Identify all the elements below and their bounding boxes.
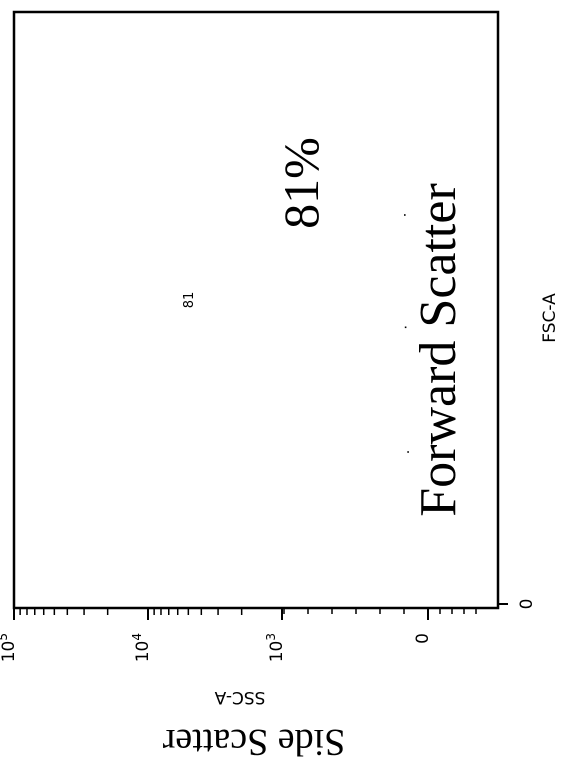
event-dot (407, 451, 409, 453)
y-axis-caption: Side Scatter (162, 721, 345, 763)
y-tick-label: 0 (413, 633, 433, 644)
gate-label-small: 81 (182, 292, 197, 309)
event-dot (404, 326, 407, 329)
event-dot (404, 214, 406, 216)
gate-label-large: 81% (273, 137, 329, 229)
y-tick-label: 105 (0, 633, 19, 662)
x-axis-caption: Forward Scatter (410, 183, 467, 517)
y-tick-label: 104 (130, 633, 153, 662)
event-dots (404, 214, 409, 453)
y-tick-label: 103 (264, 633, 287, 662)
x-axis-param: FSC-A (540, 293, 560, 343)
plot-frame (12, 10, 500, 610)
x-tick-label: 0 (517, 599, 537, 610)
y-axis-param: SSC-A (214, 687, 265, 707)
axes: 050K100K150K200K250K0103104105 (0, 599, 537, 663)
